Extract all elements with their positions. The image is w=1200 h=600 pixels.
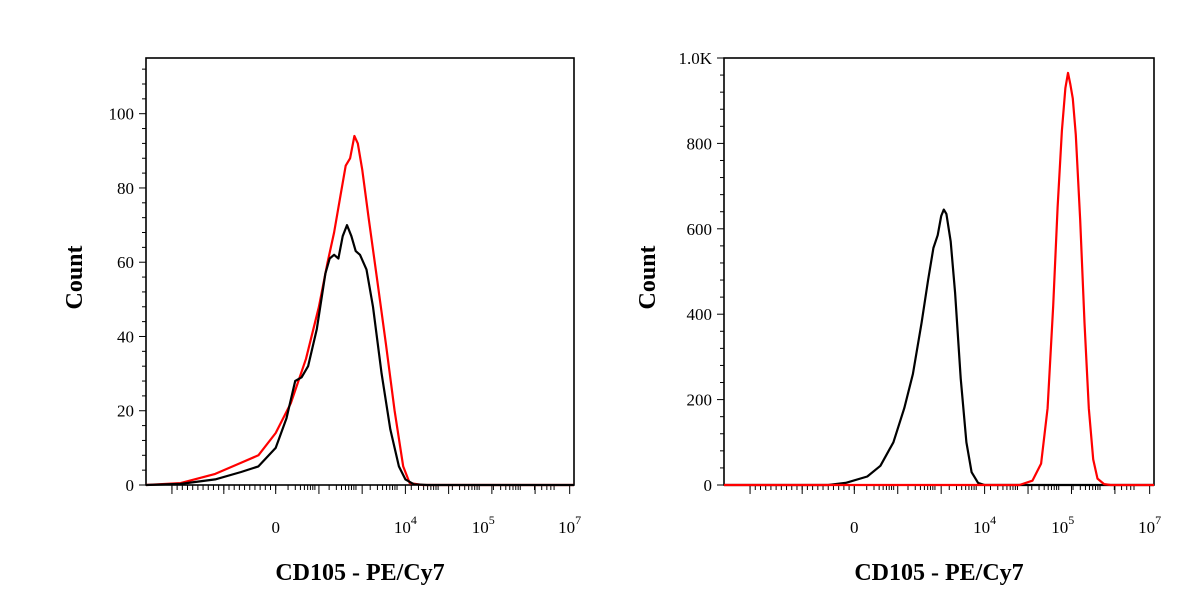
x-tick-label: 104: [394, 513, 417, 537]
y-axis-title: Count: [62, 245, 88, 309]
histogram-series-red: [145, 134, 574, 487]
y-tick-label: 600: [687, 220, 713, 239]
y-tick-label: 200: [687, 391, 713, 410]
y-axis-title: Count: [635, 245, 661, 309]
histogram-series-black: [145, 224, 574, 487]
y-tick-label: 0: [126, 476, 135, 495]
histogram-series-black: [724, 208, 1154, 487]
y-tick-label: 800: [687, 134, 713, 153]
x-tick-label: 0: [850, 518, 859, 537]
x-tick-label: 104: [973, 513, 996, 537]
y-tick-label: 40: [117, 327, 134, 346]
chart-panel-right: 0 200 400 600 800 1.0K 0 104 105 107 CD105 - PE/Cy…: [635, 49, 1161, 586]
y-tick-label: 400: [687, 305, 713, 324]
x-tick-label: 105: [472, 513, 495, 537]
x-tick-label: 107: [1138, 513, 1161, 537]
y-tick-label: 60: [117, 253, 134, 272]
y-tick-label: 20: [117, 402, 134, 421]
y-tick-label: 80: [117, 179, 134, 198]
y-tick-label: 1.0K: [678, 49, 712, 68]
x-tick-label: 0: [271, 518, 280, 537]
x-tick-label: 107: [558, 513, 581, 537]
x-axis-title: CD105 - PE/Cy7: [854, 560, 1023, 586]
y-tick-label: 0: [704, 476, 713, 495]
y-tick-label: 100: [109, 105, 135, 124]
x-axis-title: CD105 - PE/Cy7: [275, 560, 444, 586]
chart-panel-left: 0 20 40 60 80 100 0 104 105 107 CD105 - PE/Cy7 Coun…: [62, 57, 581, 586]
plot-frame: [145, 57, 575, 486]
x-tick-label: 105: [1051, 513, 1074, 537]
histogram-series-red: [724, 71, 1154, 487]
